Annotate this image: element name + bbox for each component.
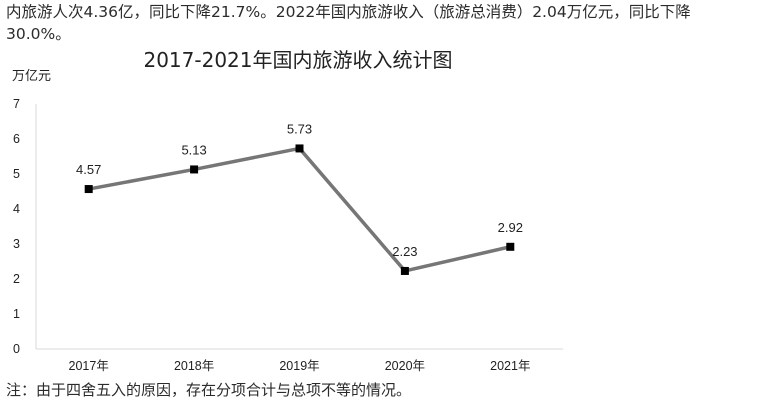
- data-point-marker: [506, 242, 515, 251]
- y-tick-label: 7: [13, 97, 20, 111]
- x-axis-ticks: 2017年 2018年 2019年 2020年 2021年: [69, 359, 531, 373]
- y-axis-unit-label: 万亿元: [12, 69, 51, 84]
- x-tick-label: 2020年: [385, 359, 425, 373]
- y-tick-label: 2: [13, 272, 20, 286]
- data-markers: [84, 144, 515, 275]
- data-label: 5.73: [287, 121, 312, 136]
- y-tick-label: 0: [13, 342, 20, 356]
- data-point-marker: [84, 185, 93, 194]
- y-tick-label: 1: [13, 307, 20, 321]
- intro-text-line-1: 内旅游人次4.36亿，同比下降21.7%。2022年国内旅游收入（旅游总消费）2…: [6, 3, 691, 21]
- footnote: 注：由于四舍五入的原因，存在分项合计与总项不等的情况。: [6, 381, 412, 399]
- data-labels: 4.57 5.13 5.73 2.23 2.92: [76, 121, 523, 259]
- x-tick-label: 2018年: [174, 359, 214, 373]
- series-line: [88, 146, 511, 273]
- data-point-marker: [400, 266, 409, 275]
- x-tick-label: 2017年: [69, 359, 109, 373]
- data-point-marker: [190, 165, 199, 174]
- y-tick-label: 4: [13, 202, 20, 216]
- intro-text-line-2: 30.0%。: [6, 25, 71, 43]
- data-label: 5.13: [181, 142, 206, 157]
- chart-title: 2017-2021年国内旅游收入统计图: [143, 48, 452, 72]
- data-label: 2.92: [498, 220, 523, 235]
- data-label: 2.23: [392, 244, 417, 259]
- data-point-marker: [295, 144, 304, 153]
- x-tick-label: 2021年: [490, 359, 530, 373]
- x-tick-label: 2019年: [279, 359, 319, 373]
- y-tick-label: 3: [13, 237, 20, 251]
- y-tick-label: 6: [13, 132, 20, 146]
- y-axis-ticks: 0 1 2 3 4 5 6 7: [13, 97, 20, 356]
- y-tick-label: 5: [13, 167, 20, 181]
- data-label: 4.57: [76, 162, 101, 177]
